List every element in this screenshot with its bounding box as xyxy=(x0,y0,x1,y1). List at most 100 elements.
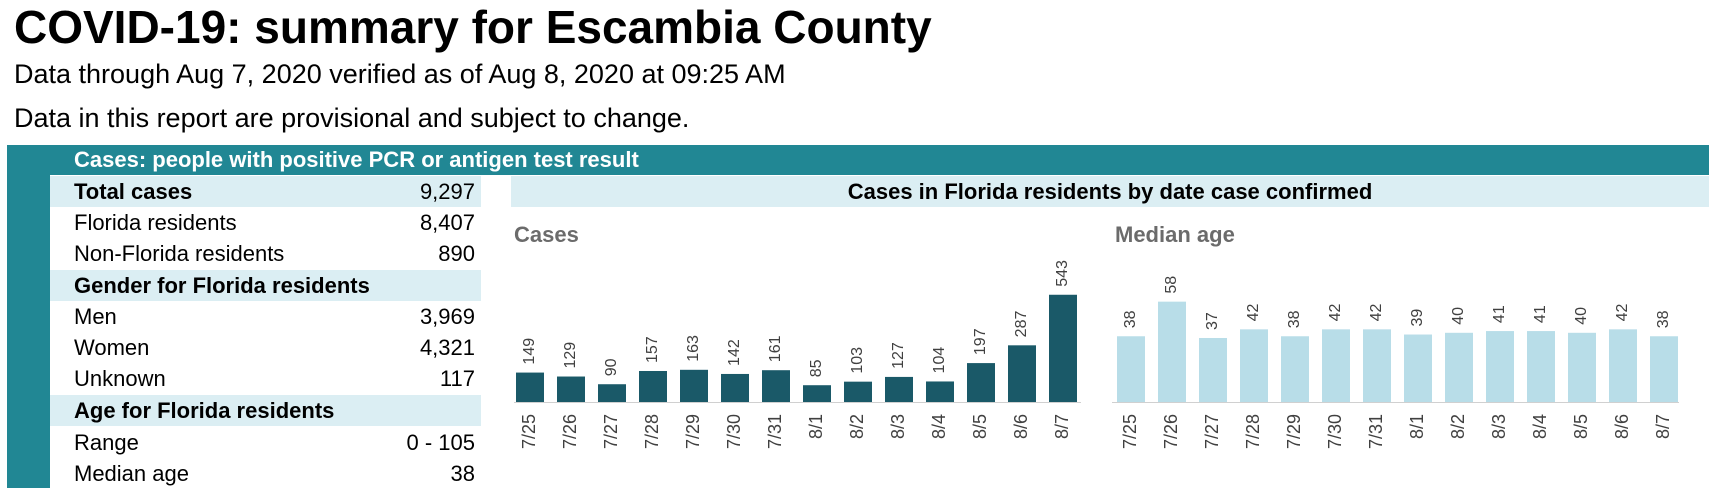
median-age-tick-label-12: 8/6 xyxy=(1612,414,1632,439)
median-age-bar-6 xyxy=(1363,329,1391,402)
median-age-tick-label-6: 7/31 xyxy=(1366,414,1386,449)
cases-section-heading: Cases: people with positive PCR or antig… xyxy=(74,147,639,172)
cases-bar-1 xyxy=(557,376,585,402)
cases-bar-8 xyxy=(844,381,872,402)
section-header-bar xyxy=(7,145,1709,175)
median-age-tick-label-13: 8/7 xyxy=(1653,414,1673,439)
cases-bar-5 xyxy=(721,373,749,402)
cases-bar-10 xyxy=(926,381,954,402)
median-age-data-label-6: 42 xyxy=(1368,303,1385,321)
unknown-value: 117 xyxy=(439,366,475,391)
cases-data-label-7: 85 xyxy=(808,359,825,377)
cases-bar-11 xyxy=(967,363,995,402)
median-age-tick-label-7: 8/1 xyxy=(1407,414,1427,439)
median-age-tick-label-0: 7/25 xyxy=(1120,414,1140,449)
age-heading-row: Age for Florida residents xyxy=(50,395,481,426)
cases-data-label-5: 142 xyxy=(726,339,743,366)
age-range-row: Range 0 - 105 xyxy=(50,427,481,458)
median-age-tick-label-5: 7/30 xyxy=(1325,414,1345,449)
cases-tick-label-7: 8/1 xyxy=(806,414,826,439)
cases-bar-3 xyxy=(639,370,667,402)
median-age-tick-label-4: 7/29 xyxy=(1284,414,1304,449)
non-florida-residents-value: 890 xyxy=(438,241,475,266)
section-side-bar xyxy=(7,145,50,488)
median-age-tick-label-11: 8/5 xyxy=(1571,414,1591,439)
cases-data-label-3: 157 xyxy=(644,336,661,363)
median-age-tick-label-3: 7/28 xyxy=(1243,414,1263,449)
median-age-data-label-1: 58 xyxy=(1163,276,1180,294)
median-age-data-label-10: 41 xyxy=(1532,305,1549,323)
cases-data-label-8: 103 xyxy=(849,347,866,374)
men-value: 3,969 xyxy=(419,304,475,329)
cases-data-label-0: 149 xyxy=(521,338,538,365)
cases-tick-label-5: 7/30 xyxy=(724,414,744,449)
median-age-bar-5 xyxy=(1322,329,1350,402)
median-age-bar-10 xyxy=(1527,331,1555,402)
cases-data-label-12: 287 xyxy=(1013,311,1030,338)
chart-header: Cases in Florida residents by date case … xyxy=(511,176,1709,207)
median-age-tick-label-10: 8/4 xyxy=(1530,414,1550,439)
men-label: Men xyxy=(74,304,117,329)
median-age-bar-7 xyxy=(1404,334,1432,402)
gender-heading: Gender for Florida residents xyxy=(74,273,370,298)
cases-data-label-11: 197 xyxy=(972,328,989,355)
cases-data-label-6: 161 xyxy=(767,335,784,362)
total-cases-row: Total cases 9,297 xyxy=(50,176,481,207)
florida-residents-row: Florida residents 8,407 xyxy=(50,207,481,238)
cases-bar-2 xyxy=(598,384,626,402)
cases-tick-label-4: 7/29 xyxy=(683,414,703,449)
cases-data-label-13: 543 xyxy=(1054,260,1071,287)
median-age-data-label-13: 38 xyxy=(1655,310,1672,328)
cases-bar-0 xyxy=(516,372,544,402)
florida-residents-label: Florida residents xyxy=(74,210,237,235)
cases-bar-12 xyxy=(1008,345,1036,402)
page-title: COVID-19: summary for Escambia County xyxy=(14,1,932,53)
median-age-bar-2 xyxy=(1199,337,1227,402)
cases-tick-label-10: 8/4 xyxy=(929,414,949,439)
cases-tick-label-11: 8/5 xyxy=(970,414,990,439)
women-value: 4,321 xyxy=(419,335,475,360)
cases-tick-label-1: 7/26 xyxy=(560,414,580,449)
florida-residents-value: 8,407 xyxy=(419,210,475,235)
median-age-bar-0 xyxy=(1117,336,1145,402)
cases-bar-9 xyxy=(885,376,913,402)
median-age-data-label-5: 42 xyxy=(1327,303,1344,321)
cases-bar-7 xyxy=(803,385,831,402)
median-age-data-label-9: 41 xyxy=(1491,305,1508,323)
data-date-subtitle: Data through Aug 7, 2020 verified as of … xyxy=(14,59,786,89)
women-label: Women xyxy=(74,335,150,360)
total-cases-label: Total cases xyxy=(74,179,193,204)
median-age-value: 38 xyxy=(450,461,475,486)
median-age-bar-12 xyxy=(1609,329,1637,402)
cases-chart-title: Cases xyxy=(514,222,579,247)
median-age-label: Median age xyxy=(74,461,189,486)
median-age-data-label-7: 39 xyxy=(1409,309,1426,327)
median-age-bar-1 xyxy=(1158,301,1186,402)
median-age-bar-4 xyxy=(1281,336,1309,402)
median-age-data-label-4: 38 xyxy=(1286,310,1303,328)
median-age-data-label-3: 42 xyxy=(1245,303,1262,321)
total-cases-value: 9,297 xyxy=(419,179,475,204)
median-age-tick-label-1: 7/26 xyxy=(1161,414,1181,449)
cases-tick-label-6: 7/31 xyxy=(765,414,785,449)
cases-tick-label-2: 7/27 xyxy=(601,414,621,449)
age-range-label: Range xyxy=(74,430,139,455)
median-age-row: Median age 38 xyxy=(50,458,481,489)
median-age-tick-label-9: 8/3 xyxy=(1489,414,1509,439)
median-age-tick-label-8: 8/2 xyxy=(1448,414,1468,439)
non-florida-residents-row: Non-Florida residents 890 xyxy=(50,238,481,269)
median-age-bar-11 xyxy=(1568,332,1596,402)
cases-tick-label-8: 8/2 xyxy=(847,414,867,439)
median-age-data-label-12: 42 xyxy=(1614,303,1631,321)
cases-data-label-9: 127 xyxy=(890,342,907,369)
median-age-tick-label-2: 7/27 xyxy=(1202,414,1222,449)
unknown-label: Unknown xyxy=(74,366,166,391)
unknown-gender-row: Unknown 117 xyxy=(50,363,481,394)
median-age-data-label-11: 40 xyxy=(1573,307,1590,325)
provisional-note: Data in this report are provisional and … xyxy=(14,103,690,133)
cases-tick-label-0: 7/25 xyxy=(519,414,539,449)
age-range-value: 0 - 105 xyxy=(406,430,476,455)
cases-tick-label-3: 7/28 xyxy=(642,414,662,449)
cases-bar-13 xyxy=(1049,294,1077,402)
